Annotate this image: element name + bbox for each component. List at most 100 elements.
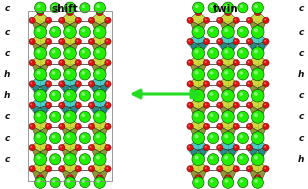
Circle shape — [226, 53, 228, 55]
Circle shape — [233, 81, 239, 87]
Circle shape — [105, 144, 111, 151]
Polygon shape — [189, 83, 198, 94]
Circle shape — [45, 123, 52, 129]
Circle shape — [205, 125, 207, 127]
Circle shape — [36, 92, 41, 96]
Circle shape — [225, 153, 231, 160]
Circle shape — [88, 81, 95, 87]
Circle shape — [106, 40, 108, 42]
Circle shape — [66, 156, 70, 160]
Circle shape — [30, 82, 32, 84]
Circle shape — [254, 132, 261, 139]
Circle shape — [88, 102, 95, 108]
Circle shape — [106, 61, 108, 63]
Circle shape — [38, 91, 40, 93]
Polygon shape — [90, 62, 100, 73]
Circle shape — [256, 176, 258, 178]
Circle shape — [37, 94, 44, 101]
Circle shape — [226, 116, 228, 119]
Circle shape — [248, 103, 249, 105]
Circle shape — [203, 123, 210, 129]
Circle shape — [47, 61, 49, 63]
Circle shape — [90, 82, 92, 84]
Circle shape — [264, 82, 266, 84]
Circle shape — [218, 40, 220, 42]
Circle shape — [222, 68, 234, 81]
Circle shape — [256, 74, 258, 76]
Circle shape — [96, 175, 103, 181]
Circle shape — [197, 32, 198, 34]
Polygon shape — [189, 75, 208, 88]
Circle shape — [217, 60, 223, 66]
Circle shape — [94, 177, 105, 188]
Circle shape — [248, 167, 249, 169]
Circle shape — [222, 177, 234, 188]
Circle shape — [246, 102, 253, 108]
Circle shape — [237, 154, 249, 165]
Polygon shape — [90, 33, 109, 46]
Circle shape — [237, 26, 249, 38]
Circle shape — [30, 103, 32, 105]
Polygon shape — [219, 54, 237, 67]
Circle shape — [240, 50, 243, 53]
Circle shape — [256, 49, 258, 51]
Circle shape — [225, 9, 231, 16]
Polygon shape — [31, 126, 40, 136]
Circle shape — [218, 82, 220, 84]
Circle shape — [187, 144, 193, 151]
Circle shape — [37, 73, 44, 79]
Circle shape — [68, 70, 70, 72]
Circle shape — [225, 115, 231, 122]
Circle shape — [222, 132, 234, 144]
Circle shape — [38, 95, 40, 97]
Polygon shape — [40, 126, 50, 136]
Polygon shape — [258, 105, 267, 115]
Circle shape — [203, 60, 210, 66]
Polygon shape — [219, 20, 228, 30]
Circle shape — [254, 111, 261, 118]
Circle shape — [67, 115, 73, 122]
Circle shape — [98, 95, 100, 97]
Circle shape — [254, 28, 258, 32]
Circle shape — [226, 32, 228, 34]
Circle shape — [60, 40, 62, 42]
Polygon shape — [228, 168, 237, 179]
Circle shape — [225, 51, 231, 58]
Circle shape — [47, 19, 49, 20]
Circle shape — [195, 179, 199, 183]
Circle shape — [226, 138, 228, 140]
Circle shape — [208, 3, 218, 13]
Polygon shape — [228, 147, 238, 157]
Polygon shape — [258, 62, 267, 73]
Circle shape — [203, 102, 210, 108]
Circle shape — [254, 4, 258, 8]
Circle shape — [195, 94, 202, 101]
Circle shape — [254, 113, 258, 117]
Circle shape — [246, 123, 253, 129]
Polygon shape — [90, 83, 100, 93]
Circle shape — [36, 156, 41, 160]
Circle shape — [68, 176, 70, 178]
Circle shape — [254, 49, 258, 53]
Circle shape — [218, 167, 220, 169]
Circle shape — [210, 180, 213, 183]
Circle shape — [82, 50, 85, 53]
Circle shape — [225, 47, 231, 54]
Circle shape — [224, 28, 228, 32]
Circle shape — [195, 30, 202, 37]
Circle shape — [210, 5, 213, 8]
Circle shape — [68, 74, 70, 76]
Polygon shape — [60, 108, 80, 114]
Circle shape — [79, 48, 91, 59]
Circle shape — [192, 68, 205, 81]
Circle shape — [197, 53, 198, 55]
Circle shape — [67, 4, 70, 8]
Circle shape — [226, 159, 228, 161]
Circle shape — [76, 61, 79, 63]
Circle shape — [75, 102, 81, 108]
Circle shape — [67, 9, 73, 16]
Text: c: c — [4, 112, 10, 121]
Circle shape — [47, 167, 49, 169]
Circle shape — [105, 166, 111, 172]
Polygon shape — [248, 168, 258, 179]
